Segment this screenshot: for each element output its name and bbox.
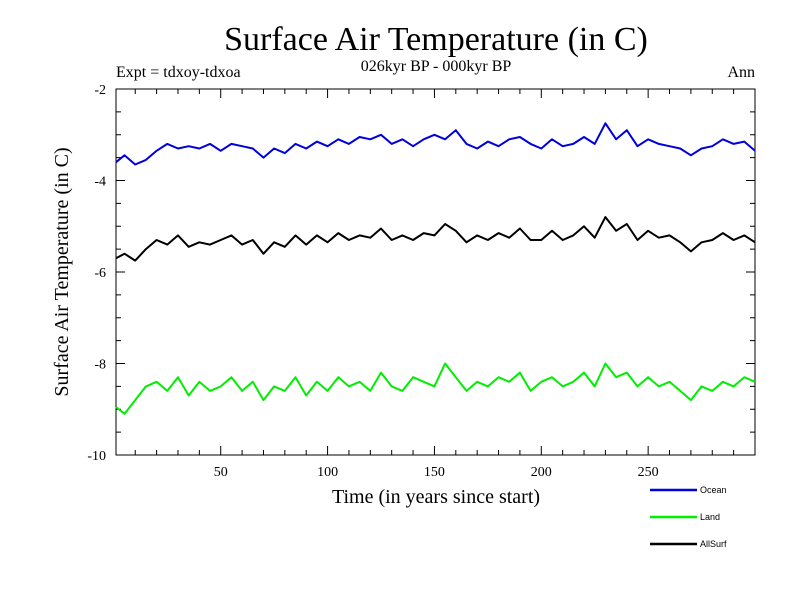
x-tick-label: 200 [531,465,552,480]
y-tick-label: -2 [94,83,106,98]
y-tick-label: -8 [94,358,106,373]
series-line-allsurf [115,216,756,262]
x-tick-labels: 50 100 150 200 250 [214,465,659,480]
y-tick-label: -4 [94,175,106,190]
legend-label-allsurf: AllSurf [700,539,727,549]
chart-title: Surface Air Temperature (in C) [224,21,648,58]
y-tick-label: -10 [87,449,106,464]
y-tick-label: -6 [94,266,106,281]
series-line-ocean [115,122,756,166]
y-tick-labels: -2 -4 -6 -8 -10 [87,83,106,464]
legend-label-land: Land [700,512,720,522]
x-tick-label: 50 [214,465,228,480]
x-tick-label: 100 [317,465,338,480]
y-axis-label: Surface Air Temperature (in C) [51,147,73,396]
season-label: Ann [727,64,755,81]
x-tick-label: 250 [638,465,659,480]
series-line-land [115,362,756,415]
x-tick-label: 150 [424,465,445,480]
legend: Ocean Land AllSurf [650,485,727,549]
experiment-label: Expt = tdxoy-tdxoa [116,64,241,81]
x-axis-label: Time (in years since start) [332,486,540,508]
axis-ticks [116,89,755,455]
legend-label-ocean: Ocean [700,485,727,495]
series-lines [115,122,756,415]
chart-subtitle: 026kyr BP - 000kyr BP [361,58,512,75]
